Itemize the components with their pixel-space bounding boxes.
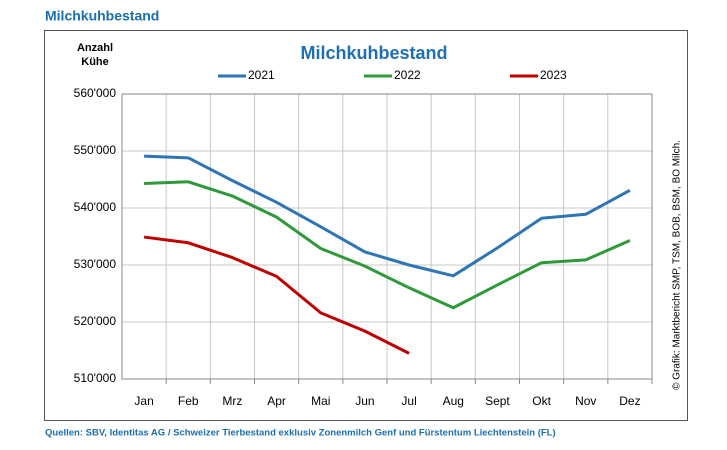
x-tick-label: Mrz <box>222 394 242 408</box>
heading: Milchkuhbestand <box>45 8 159 24</box>
chart-frame <box>44 30 688 421</box>
series-line <box>143 235 410 355</box>
x-tick-label: Mai <box>311 394 330 408</box>
x-tick-label: Feb <box>178 394 199 408</box>
x-tick-label: Dez <box>619 394 640 408</box>
y-tick-label: 550'000 <box>74 143 117 157</box>
x-tick-label: Aug <box>443 394 464 408</box>
y-axis-label: Anzahl <box>77 42 113 54</box>
source: Quellen: SBV, Identitas AG / Schweizer T… <box>45 428 556 439</box>
x-tick-label: Jul <box>401 394 416 408</box>
y-tick-label: 530'000 <box>74 257 117 271</box>
x-tick-label: Okt <box>532 394 551 408</box>
y-tick-label: 520'000 <box>74 314 117 328</box>
x-tick-label: Sept <box>485 394 510 408</box>
legend-label: 2021 <box>248 68 275 82</box>
x-tick-label: Jan <box>134 394 153 408</box>
y-axis-label: Kühe <box>81 56 109 68</box>
x-tick-label: Apr <box>267 394 286 408</box>
y-tick-label: 540'000 <box>74 200 117 214</box>
legend-label: 2022 <box>394 68 421 82</box>
credit: © Grafik: Marktbericht SMP, TSM, BOB, BS… <box>672 140 683 390</box>
y-tick-label: 510'000 <box>74 371 117 385</box>
series-line <box>144 154 631 278</box>
x-tick-label: Nov <box>575 394 596 408</box>
chart-title: Milchkuhbestand <box>300 43 447 63</box>
y-tick-label: 560'000 <box>74 86 117 100</box>
series-line <box>144 180 631 310</box>
legend-label: 2023 <box>540 68 567 82</box>
x-tick-label: Jun <box>355 394 374 408</box>
